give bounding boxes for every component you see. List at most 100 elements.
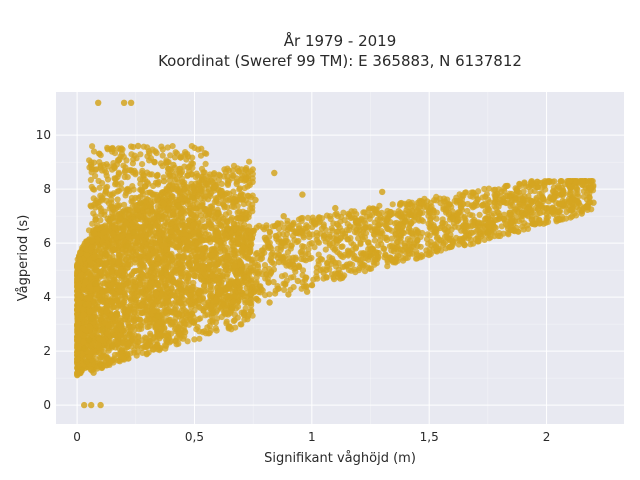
cloud-point — [139, 161, 146, 168]
cloud-point — [322, 246, 329, 253]
cloud-point — [120, 307, 127, 314]
cloud-point — [365, 207, 372, 214]
cloud-point — [118, 326, 125, 333]
cloud-point — [182, 320, 189, 328]
cloud-point — [202, 271, 209, 278]
cloud-point — [413, 251, 420, 258]
cloud-point — [206, 265, 213, 272]
cloud-point — [142, 219, 149, 226]
cloud-point — [200, 298, 207, 306]
cloud-point — [138, 187, 145, 194]
cloud-point — [261, 244, 268, 251]
cloud-point — [117, 348, 125, 356]
cloud-point — [125, 308, 132, 315]
cloud-point — [217, 287, 224, 294]
cloud-point — [109, 290, 116, 297]
cloud-point — [263, 224, 270, 231]
cloud-point — [175, 252, 182, 259]
cloud-point — [266, 229, 274, 236]
cloud-point — [376, 202, 383, 209]
cloud-point — [256, 222, 263, 229]
cloud-point — [197, 212, 205, 219]
cloud-point — [326, 240, 333, 247]
cloud-point — [150, 236, 157, 243]
cloud-point — [176, 298, 183, 306]
cloud-point — [203, 252, 210, 259]
cloud-point — [421, 203, 428, 211]
cloud-point — [439, 220, 446, 227]
cloud-point — [353, 217, 360, 224]
cloud-point — [153, 191, 160, 198]
cloud-point — [137, 180, 144, 187]
cloud-point — [195, 146, 202, 153]
cloud-point — [345, 251, 352, 258]
cloud-point — [187, 200, 194, 207]
cloud-point — [488, 212, 495, 219]
cloud-point — [374, 216, 381, 223]
cloud-point — [95, 177, 102, 185]
cloud-point — [507, 220, 514, 227]
cloud-point — [225, 167, 232, 174]
cloud-point — [310, 276, 317, 283]
cloud-point — [164, 144, 171, 151]
cloud-point — [137, 151, 144, 158]
cloud-point — [131, 309, 138, 316]
cloud-point — [158, 325, 165, 333]
cloud-point — [124, 174, 131, 181]
cloud-point — [176, 293, 184, 300]
cloud-point — [169, 143, 176, 150]
cloud-point — [533, 194, 540, 202]
cloud-point — [99, 337, 106, 344]
cloud-point — [237, 293, 244, 300]
cloud-point — [272, 290, 279, 297]
cloud-point — [231, 317, 238, 324]
cloud-point — [242, 299, 249, 306]
cloud-point — [89, 143, 96, 150]
cloud-point — [92, 216, 99, 224]
cloud-point — [339, 243, 346, 250]
cloud-point — [320, 221, 327, 228]
cloud-point — [524, 225, 532, 232]
cloud-point — [152, 248, 159, 255]
cloud-point — [120, 341, 127, 348]
cloud-point — [525, 184, 532, 191]
cloud-point — [378, 209, 385, 216]
cloud-point — [173, 219, 180, 226]
cloud-point — [95, 199, 102, 206]
cloud-point — [269, 249, 276, 256]
cloud-point — [387, 209, 394, 216]
cloud-point — [238, 234, 245, 241]
cloud-point — [279, 254, 286, 261]
cloud-point — [96, 184, 103, 191]
cloud-point — [192, 205, 199, 212]
cloud-point — [178, 265, 186, 272]
cloud-point — [296, 263, 303, 271]
cloud-point — [373, 209, 380, 217]
cloud-point — [224, 181, 232, 188]
cloud-point — [74, 344, 81, 351]
cloud-point — [339, 227, 346, 235]
cloud-point — [108, 357, 115, 365]
cloud-point — [190, 296, 197, 303]
cloud-point — [316, 214, 323, 221]
cloud-point — [122, 293, 129, 300]
cloud-point — [99, 354, 106, 361]
cloud-point — [188, 304, 195, 311]
cloud-point — [218, 282, 225, 289]
cloud-point — [220, 232, 227, 239]
cloud-point — [104, 176, 112, 183]
cloud-point — [253, 274, 260, 281]
cloud-point — [535, 205, 542, 212]
cloud-point — [164, 165, 172, 172]
cloud-point — [369, 211, 376, 219]
cloud-point — [315, 239, 323, 246]
cloud-point — [131, 277, 138, 284]
cloud-point — [520, 188, 527, 195]
cloud-point — [448, 226, 455, 233]
cloud-point — [517, 182, 524, 189]
cloud-point — [313, 229, 320, 236]
cloud-point — [144, 144, 151, 151]
cloud-point — [350, 241, 357, 248]
cloud-point — [134, 338, 141, 345]
